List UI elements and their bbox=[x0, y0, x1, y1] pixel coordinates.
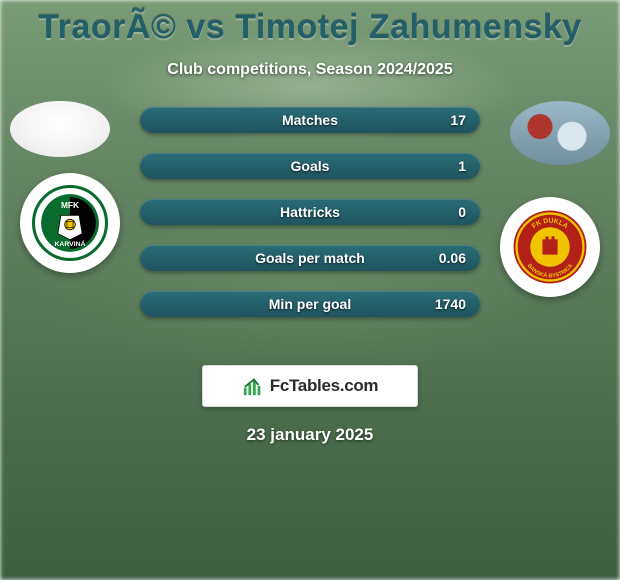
fk-dukla-logo-icon: FK DUKLA BANSKÁ BYSTRICA bbox=[512, 209, 588, 285]
stat-row-goals-per-match: Goals per match 0.06 bbox=[140, 245, 480, 271]
stat-value-right: 17 bbox=[450, 112, 466, 128]
club-right-badge: FK DUKLA BANSKÁ BYSTRICA bbox=[500, 197, 600, 297]
stat-label: Goals per match bbox=[255, 250, 365, 266]
stat-label: Goals bbox=[291, 158, 330, 174]
stat-value-right: 1 bbox=[458, 158, 466, 174]
mfk-karvina-logo-icon: MFK KARVINÁ bbox=[32, 185, 108, 261]
stat-label: Matches bbox=[282, 112, 338, 128]
stat-value-right: 0.06 bbox=[439, 250, 466, 266]
infographic-date: 23 january 2025 bbox=[0, 425, 620, 445]
infographic: TraorÃ© vs Timotej Zahumensky Club compe… bbox=[0, 0, 620, 450]
stat-row-matches: Matches 17 bbox=[140, 107, 480, 133]
page-subtitle: Club competitions, Season 2024/2025 bbox=[0, 61, 620, 79]
svg-text:MFK: MFK bbox=[61, 200, 79, 210]
source-badge[interactable]: FcTables.com bbox=[202, 365, 418, 407]
comparison-area: MFK KARVINÁ FK DUKLA bbox=[0, 107, 620, 347]
stat-row-min-per-goal: Min per goal 1740 bbox=[140, 291, 480, 317]
player-left-avatar bbox=[10, 101, 110, 157]
source-brand: FcTables.com bbox=[270, 376, 379, 396]
stat-value-right: 0 bbox=[458, 204, 466, 220]
stat-value-right: 1740 bbox=[435, 296, 466, 312]
stat-bars: Matches 17 Goals 1 Hattricks 0 Goals per… bbox=[140, 107, 480, 317]
player-right-avatar bbox=[510, 101, 610, 165]
stat-label: Hattricks bbox=[280, 204, 340, 220]
club-left-badge: MFK KARVINÁ bbox=[20, 173, 120, 273]
stat-label: Min per goal bbox=[269, 296, 351, 312]
stat-row-hattricks: Hattricks 0 bbox=[140, 199, 480, 225]
svg-text:KARVINÁ: KARVINÁ bbox=[55, 239, 86, 248]
stat-row-goals: Goals 1 bbox=[140, 153, 480, 179]
fctables-logo-icon bbox=[242, 375, 264, 397]
page-title: TraorÃ© vs Timotej Zahumensky bbox=[0, 8, 620, 47]
